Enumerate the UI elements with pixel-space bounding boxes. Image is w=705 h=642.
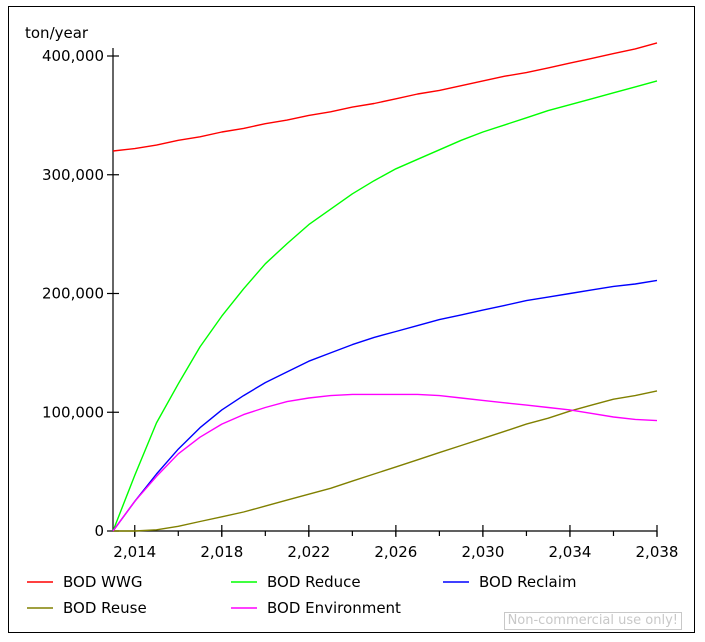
series-line-bod-environment (112, 393, 658, 532)
y-tick-label: 300,000 (42, 166, 104, 184)
legend-label: BOD WWG (63, 573, 142, 591)
series-line-bod-reclaim (112, 279, 658, 532)
y-tick-label: 200,000 (42, 285, 104, 303)
legend-label: BOD Reuse (63, 599, 147, 617)
x-tick-label: 2,018 (200, 543, 243, 561)
series-line-bod-reuse (113, 390, 658, 532)
x-tick-label: 2,014 (113, 543, 156, 561)
series-line-bod-wwg (112, 42, 658, 152)
chart-frame: ton/year 0 100,000 200,000 300,000 400,000 2,… (8, 6, 695, 633)
legend-label: BOD Reduce (267, 573, 361, 591)
line-chart: ton/year 0 100,000 200,000 300,000 400,000 2,… (25, 24, 679, 617)
legend-label: BOD Environment (267, 599, 401, 617)
plot-lines (112, 42, 658, 532)
series-line-bod-reduce (112, 80, 658, 532)
legend: BOD WWG BOD Reduce BOD Reclaim BOD Reuse BOD… (27, 573, 577, 617)
axes: 0 100,000 200,000 300,000 400,000 2,014 2,018 2… (42, 47, 679, 561)
legend-label: BOD Reclaim (479, 573, 577, 591)
x-tick-label: 2,030 (461, 543, 504, 561)
x-tick-label: 2,022 (287, 543, 330, 561)
y-unit-label: ton/year (25, 24, 89, 42)
y-tick-label: 400,000 (42, 47, 104, 65)
y-tick-label: 100,000 (42, 403, 104, 421)
x-tick-label: 2,034 (548, 543, 591, 561)
watermark: Non-commercial use only! (503, 612, 682, 630)
x-tick-label: 2,038 (636, 543, 679, 561)
x-tick-label: 2,026 (374, 543, 417, 561)
y-tick-label: 0 (94, 522, 104, 540)
